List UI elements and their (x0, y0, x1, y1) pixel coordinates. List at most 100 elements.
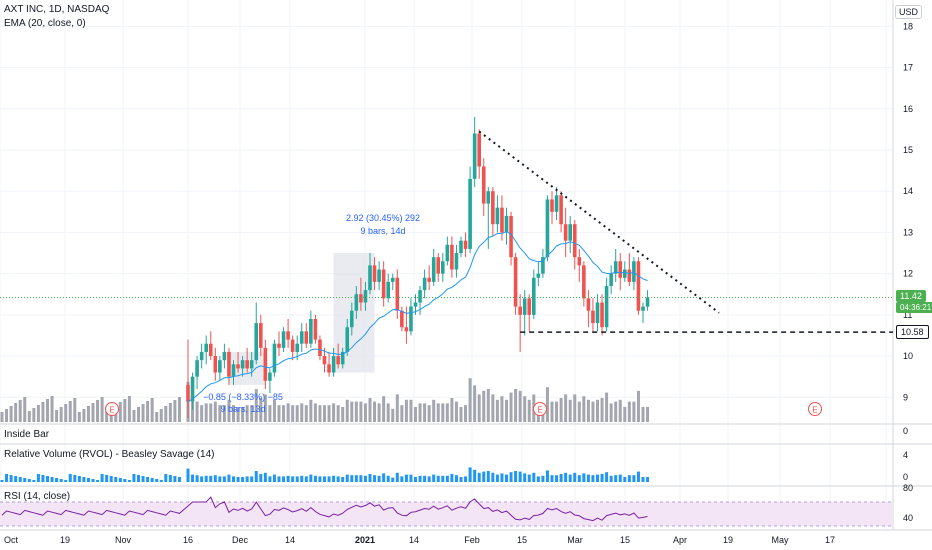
volume-bar (218, 405, 222, 422)
volume-bar (173, 400, 177, 422)
measure-up-line2: 9 bars, 14d (360, 226, 405, 236)
rvol-bar (363, 475, 367, 482)
descending-trendline[interactable] (478, 130, 720, 314)
volume-bar (550, 401, 554, 422)
currency-button[interactable]: USD (894, 5, 922, 19)
ema-legend[interactable]: EMA (20, close, 0) (4, 18, 86, 29)
volume-bar (418, 403, 422, 422)
rvol-bar (582, 473, 586, 482)
candle-body (263, 347, 268, 381)
rvol-bar (77, 476, 81, 482)
volume-bar (527, 399, 531, 422)
volume-bar (118, 402, 122, 422)
candle-body (518, 306, 522, 315)
volume-bar (263, 394, 267, 422)
rvol-bar (123, 479, 127, 482)
candle-body (595, 302, 600, 324)
volume-bar (18, 400, 22, 422)
rsi-title[interactable]: RSI (14, close) (4, 491, 71, 502)
volume-bar (423, 403, 427, 422)
rvol-bar (132, 474, 136, 482)
time-tick: 17 (825, 535, 835, 545)
time-axis[interactable]: Oct 19 Nov 16 Dec 14 2021 14 Feb 15 Mar 15 Apr 19 May 1… (4, 535, 835, 545)
candle-body (286, 331, 290, 340)
rvol-bar (332, 475, 336, 482)
time-tick: 14 (285, 535, 295, 545)
volume-bar (254, 389, 258, 422)
candle-body (541, 257, 545, 274)
volume-bar (336, 405, 340, 422)
volume-bar (318, 405, 322, 422)
volume-bar (332, 403, 336, 422)
volume-bar (241, 407, 245, 422)
candle-body (477, 133, 481, 167)
rvol-bar (559, 474, 563, 482)
volume-bar (577, 401, 581, 422)
candle-body (390, 277, 395, 282)
rvol-bar (250, 476, 254, 482)
candle-body (627, 269, 632, 282)
candle-body (268, 372, 272, 381)
candle-body (577, 257, 582, 266)
rvol-bar (218, 476, 222, 482)
price-tick: 9 (903, 392, 908, 402)
rvol-bar (323, 476, 326, 482)
candle-body (522, 298, 527, 315)
time-tick: Apr (673, 535, 687, 545)
volume-bar (386, 403, 390, 422)
volume-bar (73, 398, 77, 422)
candle-body (441, 261, 445, 274)
volume-bar (564, 394, 568, 422)
rvol-title[interactable]: Relative Volume (RVOL) - Beasley Savage … (4, 449, 215, 460)
candle-body (554, 195, 559, 212)
candle-body (495, 207, 500, 225)
volume-bar (382, 396, 386, 422)
volume-bar (14, 403, 18, 422)
rvol-bar (277, 476, 281, 482)
rvol-bar (195, 475, 199, 482)
volume-bar (9, 406, 13, 422)
volume-bar (363, 403, 367, 422)
volume-bar (277, 405, 281, 422)
rvol-bar (541, 475, 545, 482)
volume-bar (155, 412, 159, 422)
volume-bars (0, 378, 650, 422)
symbol-title[interactable]: AXT INC, 1D, NASDAQ (4, 4, 110, 15)
volume-bar (313, 403, 317, 422)
candle-body (454, 253, 459, 270)
volume-bar (354, 401, 358, 422)
rvol-bar (36, 474, 40, 482)
candle-body (281, 331, 286, 348)
rvol-bar (350, 475, 354, 482)
volume-bar (41, 402, 45, 422)
rvol-bar (382, 473, 386, 482)
earnings-marker (808, 402, 822, 416)
rvol-bar (313, 475, 317, 482)
volume-bar (586, 399, 590, 422)
inside-bar-title[interactable]: Inside Bar (4, 429, 50, 440)
pane-tick: 40 (903, 513, 913, 523)
volume-bar (213, 401, 217, 422)
rvol-bar (523, 473, 527, 482)
volume-bar (36, 405, 40, 422)
candle-body (218, 360, 222, 373)
time-tick: 14 (409, 535, 419, 545)
rvol-bar (227, 474, 231, 482)
candle-body (572, 224, 577, 258)
pane-tick: 0 (903, 426, 908, 436)
volume-bar (291, 405, 295, 422)
rvol-bar (486, 471, 490, 482)
price-scale[interactable]: 18 17 16 15 14 13 12 11 10 9 (903, 21, 913, 402)
rvol-bar (514, 471, 518, 482)
volume-bar (232, 405, 235, 422)
rvol-bar (436, 475, 440, 482)
rvol-bar (0, 480, 4, 482)
candle-body (295, 343, 299, 352)
volume-bar (591, 401, 595, 422)
rvol-bar (141, 476, 145, 482)
candle-body (463, 240, 468, 249)
rvol-bar (573, 472, 577, 482)
